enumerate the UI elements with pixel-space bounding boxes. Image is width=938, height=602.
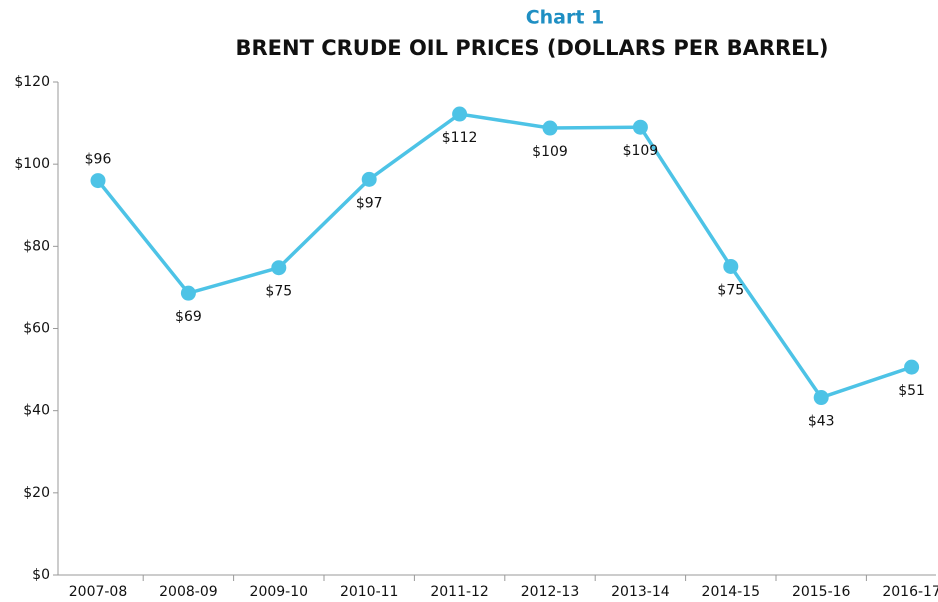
y-tick-label: $80 — [23, 238, 50, 254]
y-tick-label: $20 — [23, 485, 50, 501]
y-tick-label: $0 — [32, 567, 50, 583]
data-label: $69 — [175, 309, 202, 325]
data-label: $112 — [442, 130, 478, 146]
x-tick-label: 2015-16 — [792, 584, 851, 600]
marker — [452, 106, 468, 122]
marker — [361, 171, 377, 187]
data-label: $51 — [898, 383, 925, 399]
marker — [271, 260, 287, 276]
marker — [180, 285, 196, 301]
y-tick-label: $120 — [14, 74, 50, 90]
chart-subtitle: BRENT CRUDE OIL PRICES (DOLLARS PER BARR… — [235, 36, 828, 60]
line — [96, 112, 913, 400]
x-tick-label: 2014-15 — [702, 584, 761, 600]
x-tick-label: 2011-12 — [430, 584, 489, 600]
data-label: $75 — [717, 282, 744, 298]
marker — [904, 359, 920, 375]
data-label: $43 — [808, 414, 835, 430]
data-label: $75 — [265, 284, 292, 300]
marker — [813, 390, 829, 406]
x-tick-label: 2009-10 — [250, 584, 309, 600]
y-tick-label: $60 — [23, 321, 50, 337]
data-label: $109 — [623, 143, 659, 159]
x-tick-label: 2013-14 — [611, 584, 670, 600]
data-label: $96 — [85, 152, 112, 168]
marker — [542, 120, 558, 136]
x-tick-label: 2010-11 — [340, 584, 399, 600]
data-label: $109 — [532, 144, 568, 160]
marker — [632, 119, 648, 135]
x-tick-label: 2012-13 — [521, 584, 580, 600]
y-tick-label: $40 — [23, 403, 50, 419]
chart-title: Chart 1 — [526, 7, 605, 29]
marker — [90, 173, 106, 189]
data-label: $97 — [356, 195, 383, 211]
x-tick-label: 2007-08 — [69, 584, 128, 600]
x-tick-label: 2016-17 — [882, 584, 938, 600]
marker — [723, 258, 739, 274]
y-tick-label: $100 — [14, 156, 50, 172]
x-tick-label: 2008-09 — [159, 584, 218, 600]
